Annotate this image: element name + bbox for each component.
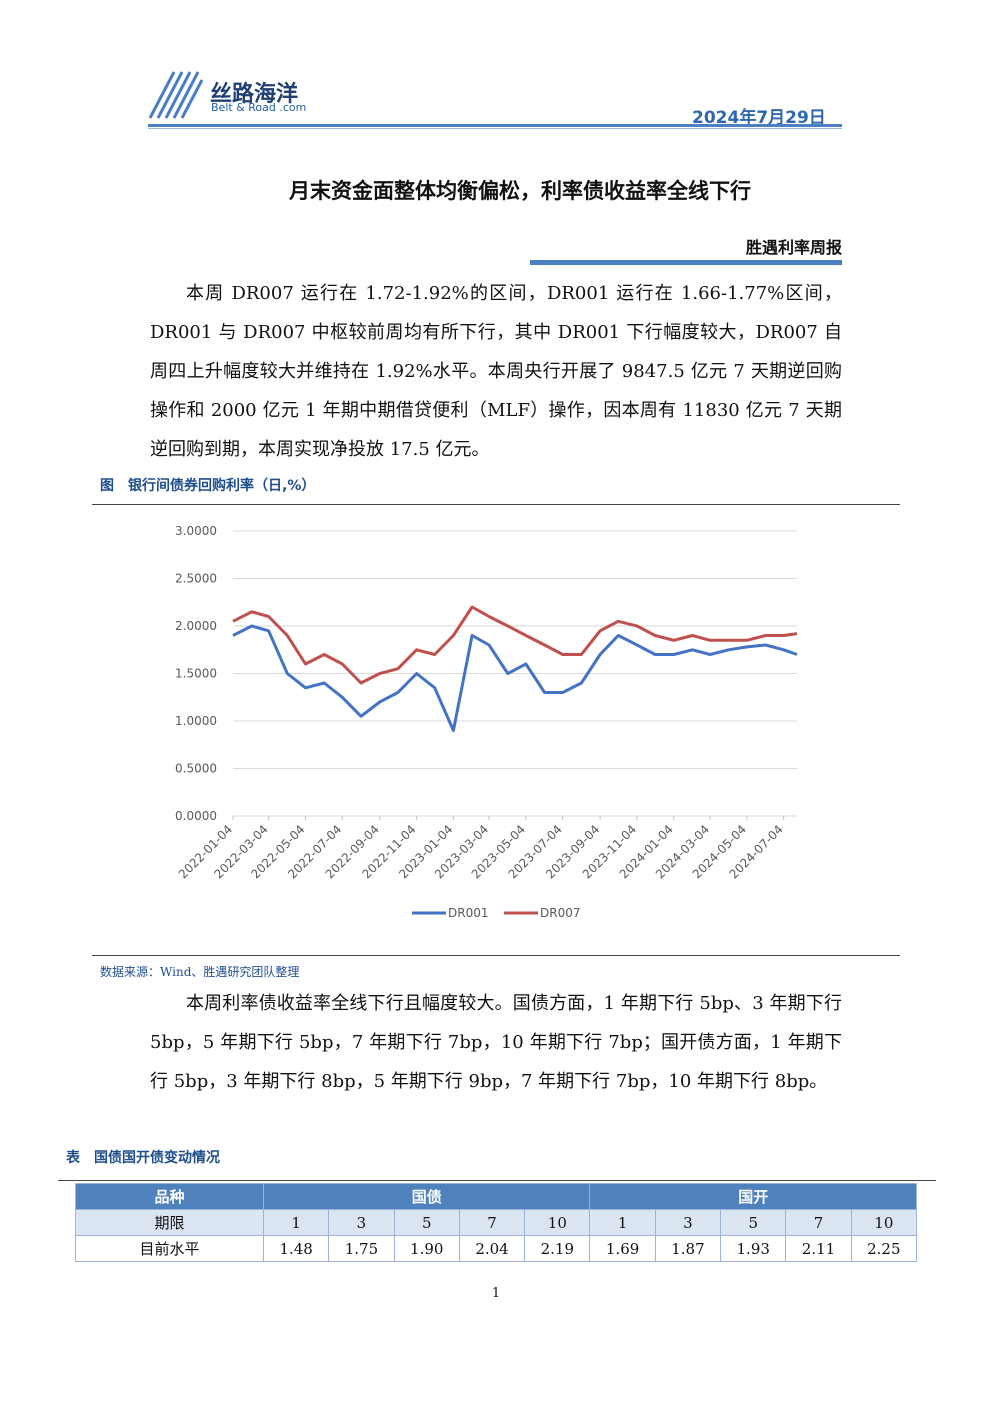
paragraph: 本周利率债收益率全线下行且幅度较大。国债方面，1 年期下行 5bp、3 年期下行…: [150, 993, 842, 1092]
y-tick-label: 2.0000: [175, 619, 217, 633]
header-rule: [148, 124, 842, 127]
table-cell: 10: [524, 1209, 591, 1236]
y-tick-label: 2.5000: [175, 572, 217, 586]
source-note: 数据来源：Wind、胜遇研究团队整理: [100, 965, 300, 979]
report-rule: [530, 260, 842, 265]
table-cell: 国债: [262, 1183, 591, 1210]
data-table: 品种 国债 国开 期限 1 3 5 7 10 1 3 5 7 10 目前水平 1.48 1.75 1.90 2.04…: [75, 1183, 918, 1262]
header-rule-thin: [148, 128, 842, 129]
brand-sub: Belt & Road .com: [211, 101, 307, 114]
report-date: 2024年7月29日: [692, 108, 826, 128]
table-cell: 1.87: [654, 1235, 722, 1262]
line-series: [232, 624, 798, 732]
figure-caption: 图 银行间债券回购利率（日,%）: [100, 478, 316, 494]
figure-rule: [92, 955, 900, 956]
table-cell: 期限: [75, 1209, 264, 1236]
logo-icon: [148, 71, 204, 119]
table-cell: 3: [328, 1209, 395, 1236]
table-cell: 1.90: [393, 1235, 460, 1262]
table-cell: 国开: [589, 1183, 917, 1210]
y-tick-label: 1.5000: [175, 667, 217, 681]
table-cell: 1.48: [262, 1235, 330, 1262]
y-tick-label: 0.0000: [175, 809, 217, 823]
table-rule: [58, 1180, 936, 1181]
chart: 0.0000 0.5000 1.0000 1.5000 2.0000 2.5000 3.00…: [175, 524, 798, 920]
paragraph: 本周 DR007 运行在 1.72-1.92%的区间，DR001 运行在 1.6…: [150, 283, 842, 460]
legend-label: DR007: [540, 906, 580, 920]
table-cell: 5: [720, 1209, 787, 1236]
table-cell: 5: [393, 1209, 460, 1236]
table-cell: 10: [850, 1209, 918, 1236]
table-row: 期限 1 3 5 7 10 1 3 5 7 10: [75, 1209, 918, 1236]
table-cell: 1.69: [589, 1235, 656, 1262]
table-cell: 2.11: [785, 1235, 852, 1262]
table-cell: 3: [654, 1209, 722, 1236]
y-tick-label: 0.5000: [175, 762, 217, 776]
y-tick-label: 3.0000: [175, 524, 217, 538]
table-cell: 目前水平: [75, 1235, 264, 1262]
table-row: 目前水平 1.48 1.75 1.90 2.04 2.19 1.69 1.87 1.93 2.11…: [75, 1235, 918, 1262]
table-header: 品种 国债 国开: [75, 1183, 917, 1210]
brand: 丝路海洋: [210, 82, 299, 107]
table-cell: 品种: [75, 1183, 264, 1210]
table-cell: 2.25: [850, 1235, 918, 1262]
y-tick-label: 1.0000: [175, 714, 217, 728]
table-cell: 2.04: [458, 1235, 526, 1262]
legend-label: DR001: [448, 906, 488, 920]
table-cell: 2.19: [524, 1235, 591, 1262]
table-caption: 表 国债国开债变动情况: [66, 1150, 220, 1166]
table-cell: 7: [785, 1209, 852, 1236]
table-cell: 1.75: [328, 1235, 395, 1262]
line-series: [232, 605, 798, 685]
table-cell: 7: [458, 1209, 526, 1236]
table-cell: 1: [589, 1209, 656, 1236]
page-number: 1: [491, 1286, 501, 1301]
doc-title: 月末资金面整体均衡偏松，利率债收益率全线下行: [289, 179, 751, 203]
table-cell: 1.93: [720, 1235, 787, 1262]
report-name: 胜遇利率周报: [745, 238, 842, 257]
figure-rule: [92, 504, 900, 505]
table-cell: 1: [262, 1209, 330, 1236]
